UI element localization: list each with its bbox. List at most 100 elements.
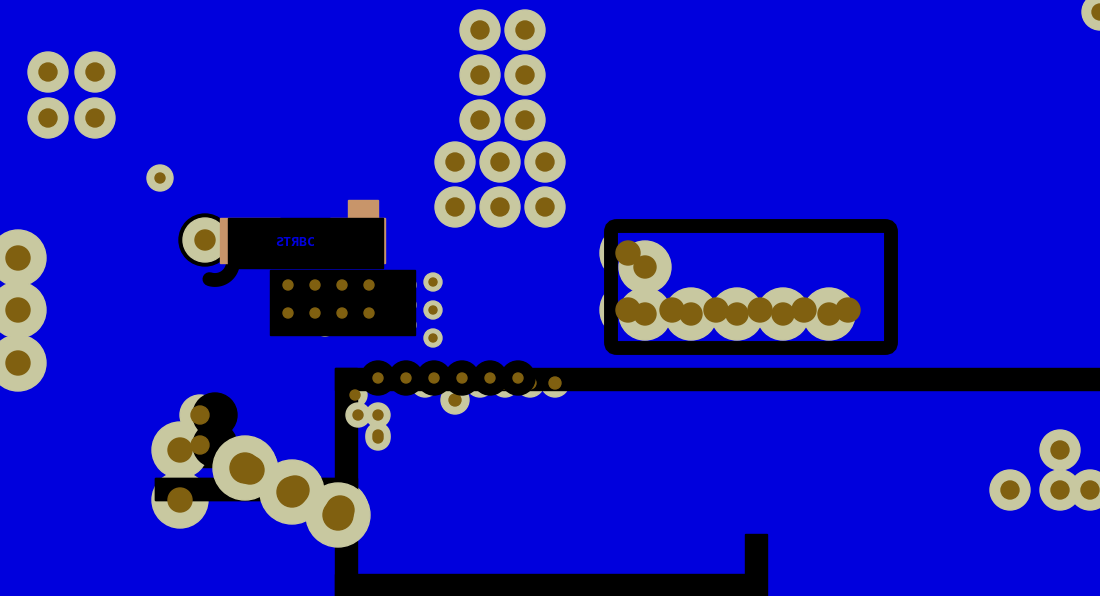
Circle shape: [449, 365, 475, 391]
Bar: [228, 218, 383, 268]
Circle shape: [634, 256, 656, 278]
Circle shape: [230, 453, 260, 483]
Circle shape: [491, 198, 509, 216]
Circle shape: [757, 288, 808, 340]
Circle shape: [283, 280, 293, 290]
Circle shape: [364, 308, 374, 318]
Circle shape: [310, 308, 320, 318]
Circle shape: [337, 308, 346, 318]
Circle shape: [644, 282, 700, 338]
Circle shape: [1040, 470, 1080, 510]
Circle shape: [513, 373, 522, 383]
Circle shape: [1081, 481, 1099, 499]
Circle shape: [818, 303, 840, 325]
Circle shape: [460, 100, 500, 140]
Circle shape: [772, 303, 794, 325]
Circle shape: [477, 365, 503, 391]
Circle shape: [337, 275, 358, 295]
Circle shape: [358, 302, 379, 324]
Bar: [220, 218, 280, 263]
Circle shape: [292, 294, 313, 316]
Circle shape: [466, 369, 494, 397]
Circle shape: [505, 55, 544, 95]
Circle shape: [616, 241, 640, 265]
Circle shape: [383, 315, 403, 335]
Circle shape: [168, 438, 192, 462]
Circle shape: [366, 403, 390, 427]
Circle shape: [666, 288, 717, 340]
Circle shape: [429, 373, 439, 383]
Circle shape: [383, 295, 403, 315]
Circle shape: [990, 470, 1030, 510]
Circle shape: [403, 321, 411, 329]
Circle shape: [353, 410, 363, 420]
Circle shape: [429, 306, 437, 314]
Circle shape: [471, 21, 490, 39]
Circle shape: [86, 109, 104, 127]
Circle shape: [499, 377, 512, 389]
Circle shape: [441, 386, 469, 414]
Circle shape: [446, 198, 464, 216]
Circle shape: [491, 369, 519, 397]
Circle shape: [306, 483, 370, 547]
Circle shape: [403, 301, 411, 309]
Circle shape: [516, 21, 534, 39]
Circle shape: [314, 294, 336, 316]
Circle shape: [460, 55, 500, 95]
Circle shape: [320, 280, 330, 290]
Circle shape: [312, 482, 368, 538]
Circle shape: [6, 351, 30, 375]
Circle shape: [179, 214, 231, 266]
Circle shape: [680, 303, 702, 325]
Circle shape: [616, 298, 640, 322]
Circle shape: [541, 369, 569, 397]
Circle shape: [776, 282, 832, 338]
Circle shape: [331, 302, 353, 324]
Circle shape: [343, 301, 351, 309]
Circle shape: [320, 320, 330, 330]
Circle shape: [147, 165, 173, 191]
Circle shape: [236, 456, 264, 484]
Circle shape: [366, 321, 374, 329]
Circle shape: [456, 373, 468, 383]
Circle shape: [485, 373, 495, 383]
Circle shape: [366, 426, 390, 450]
Circle shape: [6, 298, 30, 322]
Circle shape: [446, 361, 478, 395]
Circle shape: [600, 225, 656, 281]
Circle shape: [836, 298, 860, 322]
Bar: [270, 270, 415, 335]
Circle shape: [180, 395, 220, 435]
Circle shape: [389, 321, 397, 329]
Circle shape: [277, 302, 299, 324]
Circle shape: [525, 187, 565, 227]
Circle shape: [424, 273, 442, 291]
Circle shape: [726, 303, 748, 325]
Circle shape: [505, 365, 531, 391]
Circle shape: [411, 369, 439, 397]
Text: ƧTЯBC: ƧTЯBC: [275, 235, 315, 249]
Circle shape: [152, 472, 208, 528]
Circle shape: [195, 230, 214, 250]
Circle shape: [389, 301, 397, 309]
Circle shape: [360, 295, 379, 315]
Circle shape: [525, 142, 565, 182]
Circle shape: [337, 315, 358, 335]
Circle shape: [0, 230, 46, 286]
Circle shape: [6, 246, 30, 270]
Circle shape: [524, 377, 536, 389]
Circle shape: [326, 496, 354, 524]
Circle shape: [474, 377, 486, 389]
Bar: [745, 534, 767, 596]
Circle shape: [711, 288, 763, 340]
Circle shape: [343, 281, 351, 289]
Circle shape: [361, 361, 395, 395]
Circle shape: [222, 442, 278, 498]
Circle shape: [471, 111, 490, 129]
Circle shape: [473, 361, 507, 395]
Circle shape: [39, 109, 57, 127]
Circle shape: [358, 274, 379, 296]
Circle shape: [213, 436, 277, 500]
Circle shape: [277, 274, 299, 296]
Circle shape: [748, 298, 772, 322]
